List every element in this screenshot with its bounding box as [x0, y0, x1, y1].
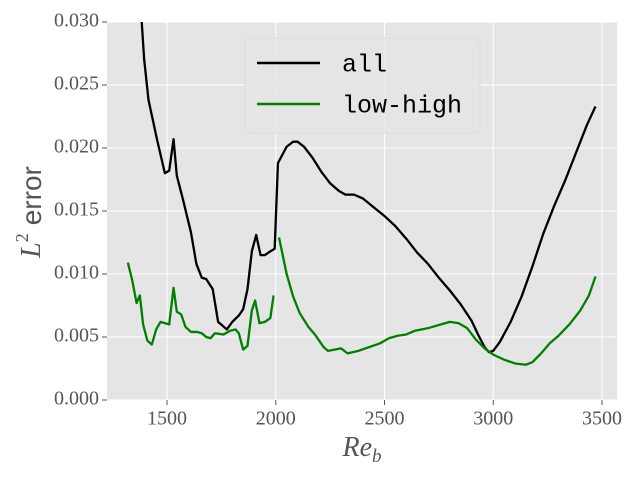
y-label-rest: error [16, 166, 47, 225]
lines [126, 22, 597, 366]
x-tick-label: 1500 [147, 408, 187, 430]
x-label-sub: b [372, 446, 382, 467]
x-axis-label: Reb [341, 432, 381, 467]
y-tick-label: 0.025 [54, 73, 99, 95]
legend-label: all [342, 51, 387, 80]
y-tick-label: 0.015 [54, 199, 99, 221]
series-line [126, 237, 597, 366]
legend-label: low-high [342, 92, 462, 121]
y-axis-label: L2 error [12, 166, 47, 259]
x-tick-label: 3000 [473, 408, 513, 430]
y-label-main: L [16, 242, 47, 259]
y-tick-label: 0.005 [54, 325, 99, 347]
x-tick-label: 3500 [582, 408, 622, 430]
y-tick-label: 0.000 [54, 388, 99, 410]
x-tick-label: 2000 [256, 408, 296, 430]
y-label-sup: 2 [12, 233, 32, 242]
y-tick-label: 0.030 [54, 10, 99, 32]
series-line [140, 22, 597, 354]
y-tick-label: 0.010 [54, 262, 99, 284]
x-label-main: Re [341, 432, 372, 463]
legend: all low-high [244, 37, 481, 134]
y-tick-label: 0.020 [54, 136, 99, 158]
x-tick-label: 2500 [365, 408, 405, 430]
